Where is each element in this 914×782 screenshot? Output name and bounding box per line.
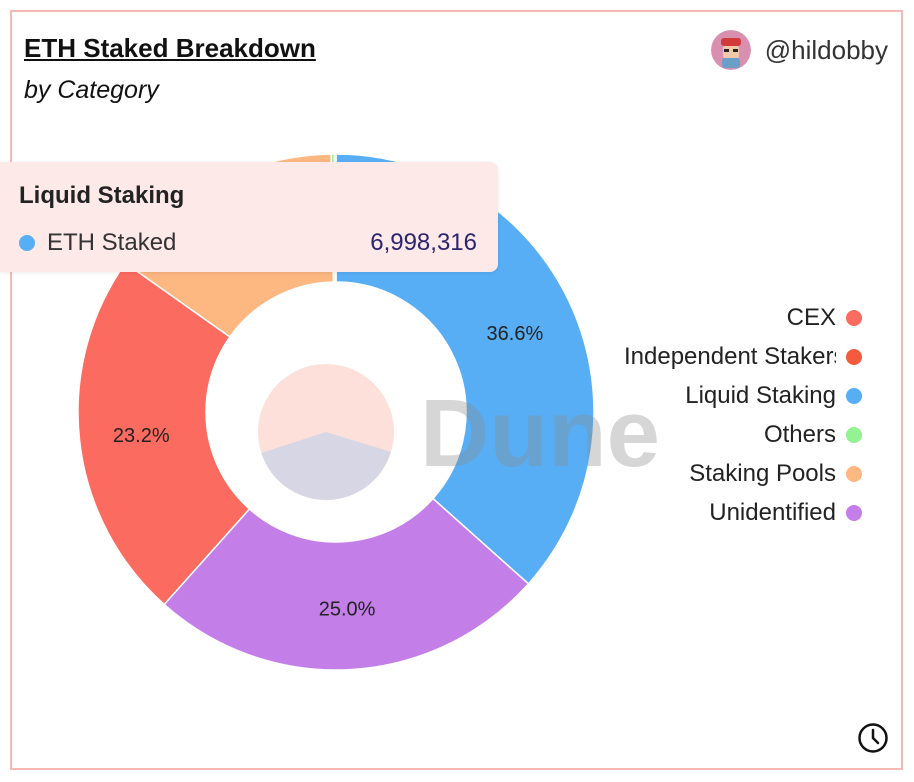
legend-swatch	[846, 426, 862, 443]
data-label: 25.0%	[319, 599, 376, 621]
tooltip: Liquid Staking ETH Staked 6,998,316	[0, 162, 498, 272]
legend: CEX Independent Stakers Liquid Staking Othe…	[624, 298, 862, 532]
legend-item[interactable]: Staking Pools	[689, 454, 862, 493]
legend-label: Staking Pools	[689, 459, 836, 487]
legend-label: Independent Stakers	[624, 342, 836, 370]
tooltip-row: ETH Staked 6,998,316	[19, 228, 477, 258]
legend-swatch	[846, 387, 862, 404]
tooltip-value: 6,998,316	[370, 229, 477, 256]
chart-title[interactable]: ETH Staked Breakdown	[24, 33, 316, 63]
legend-item[interactable]: Liquid Staking	[685, 376, 862, 415]
center-pie-icon	[258, 364, 394, 501]
legend-item[interactable]: Independent Stakers	[624, 337, 862, 376]
legend-item[interactable]: CEX	[787, 298, 862, 337]
data-label: 23.2%	[113, 425, 170, 447]
legend-swatch	[846, 504, 862, 521]
dune-watermark: Dune	[420, 380, 660, 487]
donut-slice-unidentified[interactable]	[163, 497, 530, 671]
tooltip-title: Liquid Staking	[19, 182, 185, 209]
legend-swatch	[846, 309, 862, 326]
legend-label: Others	[763, 420, 836, 448]
data-label: 36.6%	[487, 323, 544, 345]
clock-icon[interactable]	[857, 722, 889, 754]
legend-swatch	[846, 465, 862, 482]
legend-item[interactable]: Others	[764, 415, 862, 454]
legend-label: CEX	[786, 303, 836, 331]
legend-label: Unidentified	[709, 498, 836, 526]
author-name[interactable]: @hildobby	[764, 34, 888, 65]
donut-slice-cex[interactable]	[77, 261, 251, 606]
tooltip-series-dot	[19, 235, 35, 251]
author-badge[interactable]: @hildobby	[710, 30, 888, 70]
legend-item[interactable]: Unidentified	[709, 493, 862, 532]
legend-label: Liquid Staking	[685, 381, 836, 409]
legend-swatch	[846, 348, 862, 365]
tooltip-series-name: ETH Staked	[47, 229, 177, 256]
chart-subtitle: by Category	[24, 76, 159, 104]
avatar[interactable]	[710, 30, 751, 70]
